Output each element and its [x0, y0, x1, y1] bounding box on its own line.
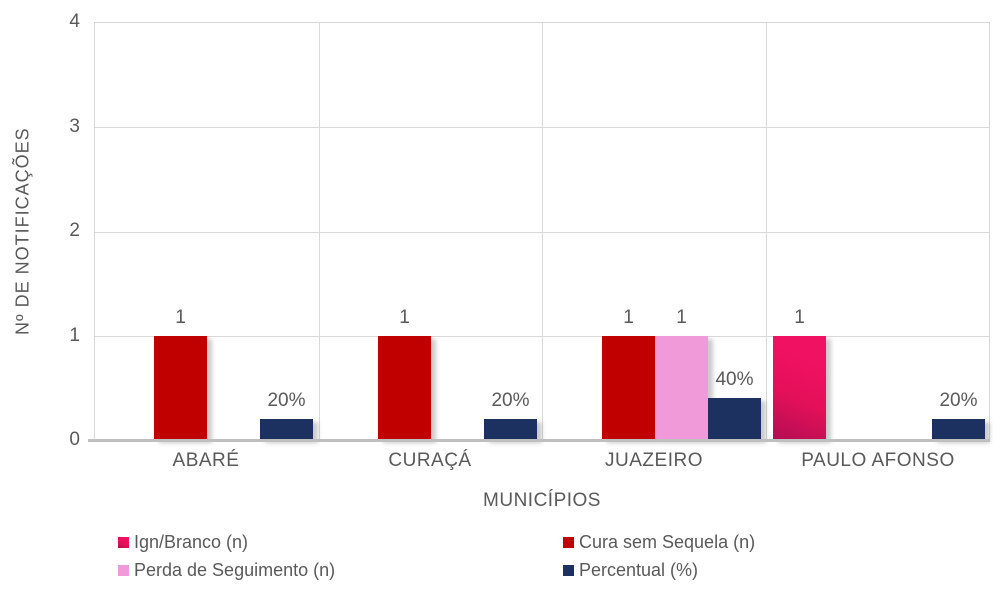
bar [154, 335, 207, 440]
bar-slot [879, 23, 932, 440]
legend-item: Perda de Seguimento (n) [118, 556, 335, 584]
x-axis-title: MUNICÍPIOS [483, 490, 601, 511]
data-label: 1 [794, 306, 805, 328]
legend-item: Ign/Branco (n) [118, 528, 335, 556]
bar-slot [549, 23, 602, 440]
bar [932, 419, 985, 440]
y-tick-label: 4 [69, 11, 80, 32]
data-label: 20% [267, 390, 306, 412]
x-category-label: CURAÇÁ [388, 450, 472, 471]
bar [484, 419, 537, 440]
data-label: 40% [715, 369, 754, 391]
category-group: 1 20% [767, 23, 991, 440]
bar-slot: 1 [655, 23, 708, 440]
bars-container: 1 20% 1 20% 1 1 40% 1 20% [95, 23, 989, 440]
data-label: 1 [175, 306, 186, 328]
bar [378, 335, 431, 440]
bar-slot: 1 [773, 23, 826, 440]
bar-slot: 40% [708, 23, 761, 440]
x-category-label: ABARÉ [172, 450, 240, 471]
bar-slot: 20% [932, 23, 985, 440]
gridline-x1 [318, 23, 320, 440]
x-axis-line [88, 439, 990, 442]
data-label: 1 [676, 306, 687, 328]
bar-slot [826, 23, 879, 440]
bar [708, 398, 761, 440]
legend-item: Cura sem Sequela (n) [563, 528, 755, 556]
data-label: 20% [491, 390, 530, 412]
category-group: 1 20% [95, 23, 319, 440]
legend-swatch-icon [563, 536, 574, 548]
x-category-label: JUAZEIRO [605, 450, 703, 471]
gridline-x2 [542, 23, 543, 440]
bar [260, 419, 313, 440]
bar-slot [101, 23, 154, 440]
y-axis-title: Nº DE NOTIFICAÇÕES [12, 127, 33, 335]
data-label: 1 [399, 306, 410, 328]
y-tick-label: 0 [69, 429, 80, 450]
legend-item: Percentual (%) [563, 556, 755, 584]
bar-slot: 20% [260, 23, 313, 440]
legend-label: Cura sem Sequela (n) [579, 531, 756, 552]
legend-label: Percentual (%) [579, 559, 699, 580]
legend-swatch-icon [118, 536, 129, 548]
y-tick-label: 2 [69, 220, 80, 241]
legend-column-2: Cura sem Sequela (n) Percentual (%) [563, 528, 755, 584]
legend-swatch-icon [563, 564, 574, 576]
bar-slot: 1 [602, 23, 655, 440]
data-label: 20% [939, 390, 978, 412]
legend-swatch-icon [118, 564, 129, 576]
gridline-x3 [765, 23, 767, 440]
legend-column-1: Ign/Branco (n) Perda de Seguimento (n) [118, 528, 335, 584]
bar-slot: 1 [378, 23, 431, 440]
bar-slot [431, 23, 484, 440]
y-tick-label: 1 [69, 324, 80, 346]
x-category-label: PAULO AFONSO [801, 450, 955, 471]
category-group: 1 20% [319, 23, 543, 440]
x-axis-category-labels: ABARÉ CURAÇÁ JUAZEIRO PAULO AFONSO [94, 450, 990, 472]
y-tick-label: 3 [69, 115, 80, 137]
bar-slot: 1 [154, 23, 207, 440]
category-group: 1 1 40% [543, 23, 767, 440]
bar [602, 335, 655, 440]
data-label: 1 [623, 306, 634, 328]
bar [773, 335, 826, 440]
legend-label: Perda de Seguimento (n) [134, 559, 336, 580]
bar-slot: 20% [484, 23, 537, 440]
bar-slot [325, 23, 378, 440]
bar-slot [207, 23, 260, 440]
plot-area: 1 20% 1 20% 1 1 40% 1 20% [94, 22, 990, 440]
bar [655, 335, 708, 440]
legend-label: Ign/Branco (n) [134, 531, 249, 552]
